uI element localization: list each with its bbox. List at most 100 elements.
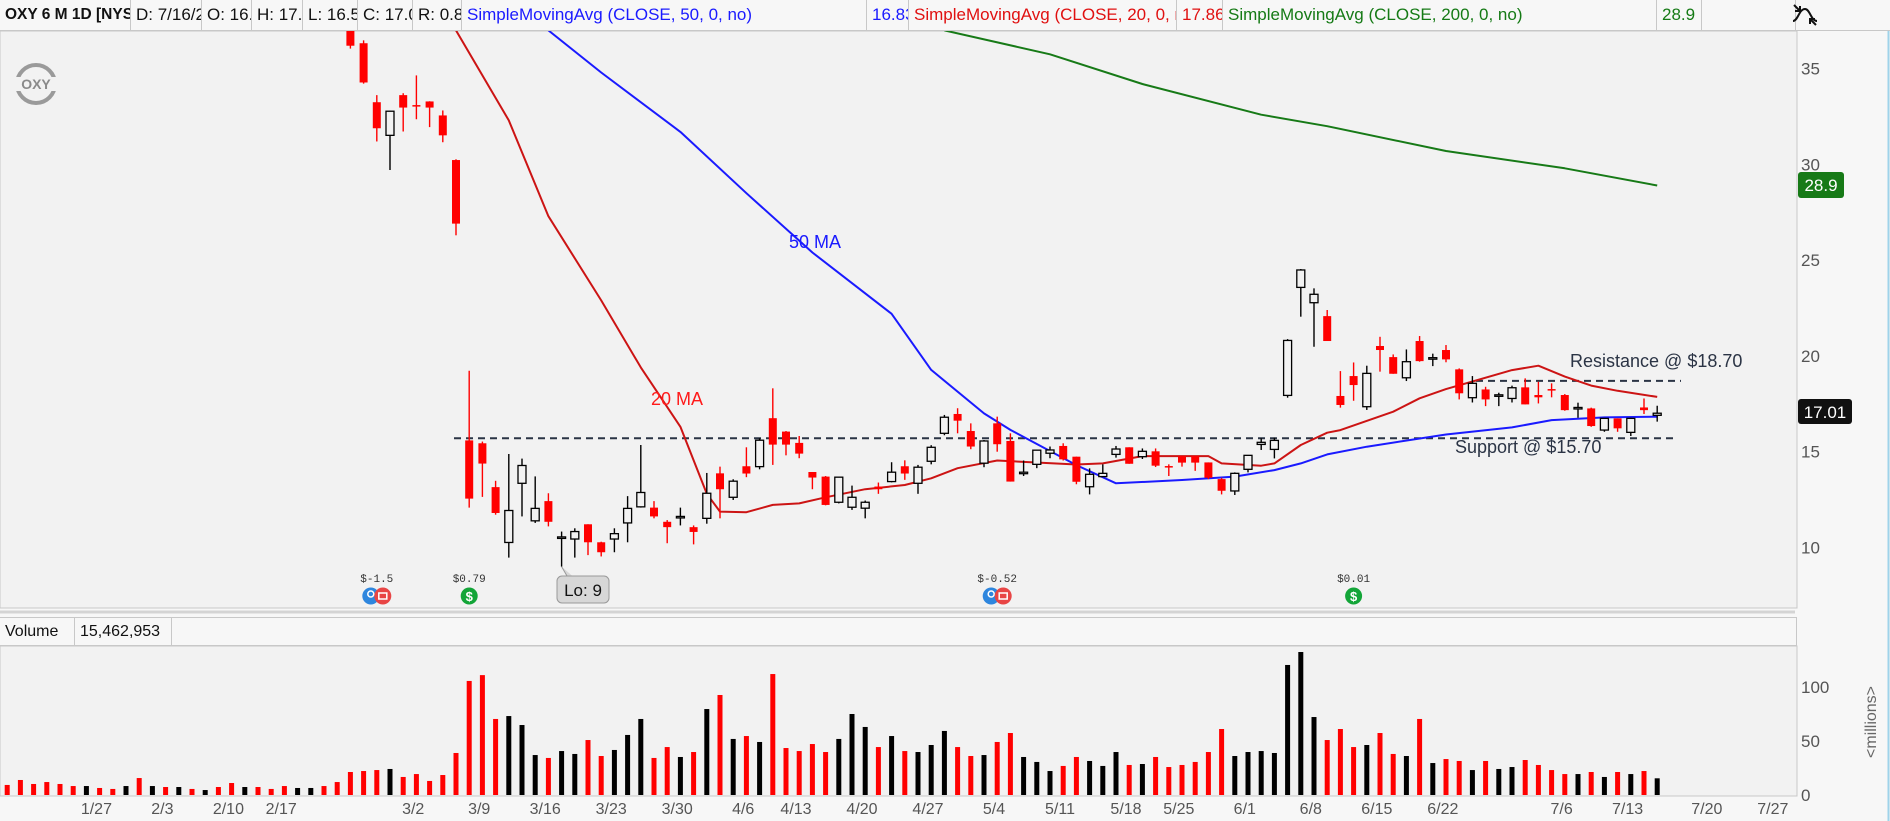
volume-bar (70, 786, 76, 795)
volume-bar (413, 774, 419, 795)
symbol-label[interactable]: OXY 6 M 1D [NYSE] (0, 0, 131, 30)
volume-tick-label: 0 (1801, 786, 1810, 805)
candle-body (1573, 406, 1583, 410)
volume-bar (453, 752, 459, 795)
volume-bar (638, 718, 644, 795)
date-tick-label: 5/4 (983, 801, 1005, 818)
volume-bar (387, 768, 393, 795)
volume-bar (1456, 760, 1462, 795)
candle-body (1560, 395, 1569, 411)
volume-bar (1549, 770, 1555, 795)
candle-body (452, 160, 460, 224)
candle-body (874, 486, 883, 490)
candle-body (1613, 418, 1622, 429)
candle-4-27 (913, 464, 923, 494)
candle-body (1018, 471, 1029, 475)
candle-body (504, 509, 514, 544)
volume-bar (1007, 733, 1013, 795)
candle-4-15 (808, 471, 817, 490)
volume-label[interactable]: Volume (0, 618, 75, 645)
volume-plot (4, 652, 1660, 795)
sma20-value: 17.86 (1177, 0, 1223, 30)
candle-body (1481, 389, 1490, 400)
volume-bar (862, 726, 868, 795)
resistance-annotation: Resistance @ $18.70 (1570, 351, 1742, 371)
candle-body (1376, 345, 1384, 351)
bubble-text: Lo: 9 (564, 581, 602, 600)
volume-bar (1430, 763, 1436, 795)
candle-body (372, 102, 381, 129)
volume-bar (176, 787, 182, 795)
candle-body (385, 110, 395, 136)
candle-3-4 (425, 101, 434, 128)
volume-bar (783, 748, 789, 795)
volume-bar (572, 753, 578, 795)
date-tick-label: 6/22 (1427, 801, 1458, 818)
candle-5-4 (979, 440, 989, 468)
sma50-label[interactable]: SimpleMovingAvg (CLOSE, 50, 0, no) (462, 0, 867, 30)
candle-3-18 (556, 531, 567, 567)
candle-body (1045, 449, 1055, 454)
candle-body (650, 507, 658, 517)
axes: 10 15 20 25 30 35 0 50 100 <millions> 1/27 2/3 2/10 2… (81, 60, 1880, 818)
candle-4-17 (834, 476, 844, 504)
volume-bar (968, 756, 974, 795)
dividend-marker[interactable]: $0.01 $ (1337, 574, 1370, 605)
volume-bar (215, 787, 221, 795)
date-tick-label: 6/15 (1361, 801, 1392, 818)
candle-6-9 (1309, 288, 1319, 347)
candle-body (1243, 454, 1253, 470)
candle-body (966, 431, 975, 447)
candle-body (768, 418, 777, 445)
fit-chart-icon[interactable] (1790, 3, 1820, 27)
candle-3-3 (412, 75, 421, 120)
price-tick-label: 20 (1801, 347, 1820, 366)
candle-body (1111, 448, 1121, 456)
candle-body (636, 491, 646, 508)
candle-body (1256, 441, 1266, 446)
volume-bar (1311, 717, 1317, 795)
range-value: R: 0.83 (413, 0, 462, 30)
candle-4-2 (702, 472, 712, 524)
volume-bar (1192, 761, 1198, 795)
candle-4-24 (900, 460, 909, 480)
phone-icon (994, 587, 1012, 605)
candle-body (1389, 357, 1398, 374)
candle-7-16 (1652, 405, 1662, 422)
candle-3-26 (636, 444, 646, 508)
phone-glyph (378, 592, 388, 600)
candle-body (1137, 450, 1148, 458)
candle-body (979, 440, 989, 464)
candle-body (675, 515, 686, 519)
candle-5-20 (1137, 448, 1148, 459)
volume-bar (849, 714, 855, 795)
candle-4-21 (860, 500, 870, 519)
candle-5-13 (1072, 456, 1081, 485)
candle-4-1 (689, 525, 698, 545)
candle-6-19 (1415, 336, 1424, 362)
volume-bar (1417, 718, 1423, 795)
date-tick-label: 3/9 (468, 801, 490, 818)
chart-header: OXY 6 M 1D [NYSE] D: 7/16/20 O: 16.9 H: … (0, 0, 1890, 31)
candle-body (728, 480, 738, 498)
candle-body (597, 542, 606, 553)
dividend-marker[interactable]: $0.79 $ (453, 574, 486, 605)
volume-bar (268, 788, 274, 795)
candle-4-23 (886, 462, 897, 483)
candle-body (834, 476, 844, 503)
date-tick-label: 2/10 (213, 801, 244, 818)
candle-body (1626, 417, 1636, 434)
sma200-label[interactable]: SimpleMovingAvg (CLOSE, 200, 0, no) (1223, 0, 1657, 30)
candle-2-27 (372, 95, 381, 142)
earnings-marker[interactable]: $-0.52 (977, 574, 1017, 605)
volume-bar (770, 674, 776, 795)
last-price-tag: 17.01 (1798, 399, 1852, 424)
sma20-label[interactable]: SimpleMovingAvg (CLOSE, 20, 0, no) (909, 0, 1177, 30)
date-tick-label: 1/27 (81, 801, 112, 818)
volume-bar (321, 786, 327, 795)
earnings-marker[interactable]: $-1.5 (360, 574, 393, 605)
volume-bar (1615, 771, 1621, 795)
event-label: $-0.52 (977, 574, 1017, 586)
volume-bar (823, 752, 829, 795)
